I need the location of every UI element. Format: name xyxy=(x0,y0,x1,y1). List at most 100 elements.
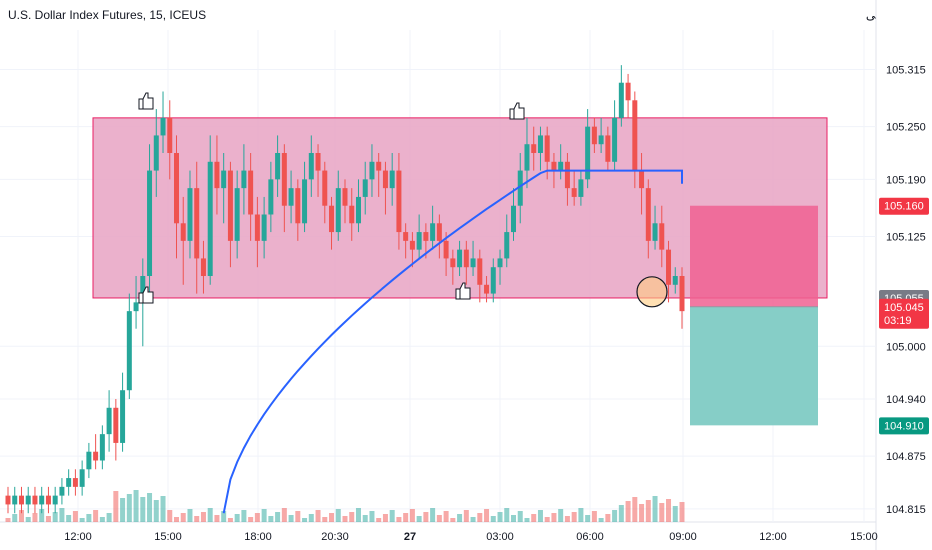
volume-bar xyxy=(12,514,18,522)
countdown-label: 03:19 xyxy=(884,315,912,327)
volume-bar xyxy=(679,502,685,522)
volume-bar xyxy=(194,516,200,522)
candle-body xyxy=(645,188,651,241)
volume-bar xyxy=(517,511,523,522)
volume-bar xyxy=(106,513,112,522)
candle-body xyxy=(537,135,543,153)
volume-bar xyxy=(234,514,240,522)
candle-body xyxy=(207,161,213,276)
candle-body xyxy=(66,478,72,487)
candle-body xyxy=(234,188,240,241)
candle-body xyxy=(632,100,638,171)
volume-bar xyxy=(120,498,126,522)
volume-bar xyxy=(409,509,415,522)
y-tick-label: 104.875 xyxy=(886,451,926,463)
thumbs-up-icon xyxy=(509,102,525,120)
candle-body xyxy=(194,188,200,259)
volume-bar xyxy=(153,500,159,522)
candle-body xyxy=(18,495,24,505)
volume-bar xyxy=(443,511,449,522)
volume-bar xyxy=(591,511,597,522)
thumbs-up-icon xyxy=(455,282,471,300)
volume-bar xyxy=(470,517,476,522)
candle-body xyxy=(571,188,577,197)
volume-bar xyxy=(39,509,45,522)
volume-bar xyxy=(32,513,38,522)
volume-bar xyxy=(200,512,206,522)
volume-bar xyxy=(113,491,119,522)
volume-bar xyxy=(544,517,550,522)
volume-bar xyxy=(477,513,483,522)
volume-bar xyxy=(403,513,409,522)
candle-body xyxy=(652,223,658,241)
take-profit-zone xyxy=(690,306,818,426)
candle-body xyxy=(214,161,220,189)
candle-body xyxy=(241,170,247,189)
candle-body xyxy=(484,284,490,294)
candle-body xyxy=(511,205,516,233)
volume-bar xyxy=(463,510,469,522)
candle-body xyxy=(430,223,436,241)
candle-body xyxy=(5,495,11,505)
candle-body xyxy=(605,135,611,162)
volume-bar xyxy=(382,514,388,522)
volume-bar xyxy=(396,517,402,522)
volume-bar xyxy=(571,512,577,522)
candle-body xyxy=(72,478,78,487)
candle-body xyxy=(564,161,570,189)
volume-bar xyxy=(66,515,72,522)
volume-bar xyxy=(126,494,132,522)
candle-body xyxy=(106,407,112,435)
volume-bar xyxy=(672,506,678,522)
volume-bar xyxy=(133,490,139,522)
volume-bar xyxy=(558,509,564,522)
candle-body xyxy=(248,170,254,215)
volume-bar xyxy=(93,510,99,522)
candle-body xyxy=(275,153,281,180)
volume-bar xyxy=(5,518,11,522)
volume-bar xyxy=(632,497,638,522)
candle-body xyxy=(382,170,388,189)
candle-body xyxy=(160,117,166,136)
candle-body xyxy=(342,188,348,206)
volume-bar xyxy=(625,501,631,522)
candle-body xyxy=(477,258,483,285)
candle-body xyxy=(679,276,685,312)
x-tick-label: 12:00 xyxy=(64,531,92,543)
candle-body xyxy=(329,205,335,233)
volume-bar xyxy=(167,510,173,522)
candle-body xyxy=(666,249,672,285)
candle-body xyxy=(140,276,146,303)
volume-bar xyxy=(531,514,537,522)
volume-bar xyxy=(578,508,584,522)
candle-body xyxy=(396,170,402,233)
candle-body xyxy=(544,135,550,162)
candle-body xyxy=(288,188,294,206)
x-tick-label: 15:00 xyxy=(154,531,182,543)
volume-bar xyxy=(450,518,456,522)
candle-body xyxy=(52,495,58,505)
y-tick-label: 104.815 xyxy=(886,504,926,516)
candle-body xyxy=(322,170,328,206)
candle-body xyxy=(618,82,624,118)
candle-body xyxy=(376,161,382,171)
volume-bar xyxy=(537,510,543,522)
candle-body xyxy=(463,249,469,268)
candle-body xyxy=(126,311,132,391)
x-tick-label: 06:00 xyxy=(576,531,604,543)
x-tick-label: 18:00 xyxy=(244,531,272,543)
candle-body xyxy=(79,469,85,487)
volume-bar xyxy=(160,496,166,522)
volume-bar xyxy=(281,508,287,522)
volume-bar xyxy=(59,508,65,522)
candle-body xyxy=(578,179,584,197)
candle-body xyxy=(268,179,274,215)
x-tick-label: 09:00 xyxy=(669,531,697,543)
candle-body xyxy=(12,495,18,505)
volume-bar xyxy=(585,515,591,522)
volume-bar xyxy=(389,510,395,522)
candle-body xyxy=(120,390,126,443)
moving-average-line xyxy=(222,169,683,514)
candle-body xyxy=(551,161,557,171)
